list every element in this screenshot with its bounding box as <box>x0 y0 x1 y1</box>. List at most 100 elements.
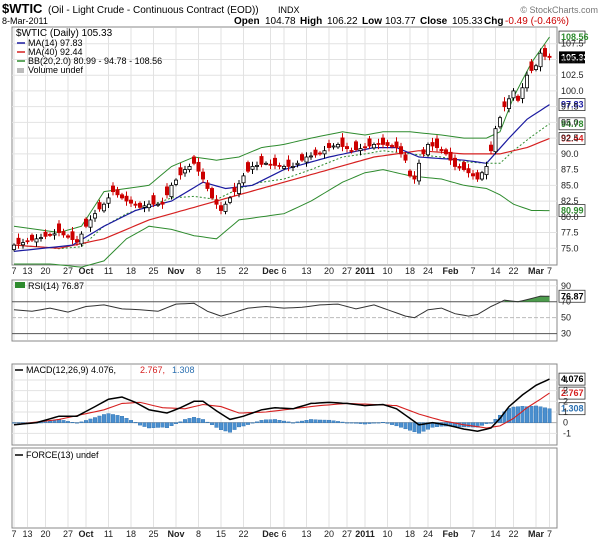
rsi-tick-label: 50 <box>561 313 571 323</box>
candle-body <box>367 138 372 147</box>
x-tick-label: 6 <box>281 529 286 539</box>
candle-body <box>430 142 435 147</box>
macd-histogram-bar <box>273 419 278 423</box>
macd-histogram-bar <box>128 420 133 423</box>
candle-body <box>164 186 169 196</box>
candle-body <box>277 165 282 167</box>
macd-histogram-bar <box>358 422 363 424</box>
symbol-name: (Oil - Light Crude - Continuous Contract… <box>48 5 259 16</box>
high-value: 106.22 <box>327 16 358 27</box>
macd-histogram-bar <box>399 422 404 428</box>
price-tag-label: 97.83 <box>561 100 584 110</box>
macd-histogram-bar <box>313 419 318 423</box>
price-tag-label-box <box>559 51 585 64</box>
candle-body <box>75 239 80 243</box>
candle-body <box>344 146 349 150</box>
macd-histogram-bar <box>155 422 160 428</box>
macd-histogram-bar <box>318 419 323 423</box>
macd-histogram-bar <box>88 418 93 423</box>
x-tick-label: Dec <box>262 529 279 539</box>
candle-body <box>362 146 367 149</box>
macd-histogram-bar <box>484 422 489 424</box>
macd-histogram-bar <box>394 422 399 427</box>
x-tick-label: Feb <box>442 529 459 539</box>
x-tick-label: 13 <box>22 266 32 276</box>
macd-tag-label: 2.767 <box>561 388 584 398</box>
x-tick-label: 13 <box>301 266 311 276</box>
macd-histogram-bar <box>471 422 476 428</box>
macd-line <box>13 378 550 432</box>
candle-body <box>137 202 142 208</box>
candle-body <box>97 202 102 210</box>
macd-histogram-bar <box>277 420 282 423</box>
macd-histogram-bar <box>137 422 142 426</box>
candle-body <box>84 218 89 227</box>
legend-hist: 1.308 <box>172 365 195 375</box>
x-tick-label: 6 <box>281 266 286 276</box>
price-tag-label-box <box>558 204 586 217</box>
chg-label: Chg <box>484 16 503 27</box>
x-tick-label: 20 <box>40 529 50 539</box>
x-tick-label: 7 <box>470 266 475 276</box>
candle-body <box>304 156 309 163</box>
candle-body <box>516 95 521 101</box>
macd-histogram-bar <box>182 419 187 423</box>
candle-body <box>520 87 525 99</box>
macd-histogram-bar <box>268 419 273 423</box>
macd-tick-label: 1 <box>563 407 568 417</box>
candle-body <box>389 145 394 147</box>
candle-body <box>227 197 232 203</box>
candle-body <box>142 205 147 208</box>
macd-histogram-bar <box>146 422 151 429</box>
candle-body <box>443 149 448 155</box>
candle-body <box>245 162 250 172</box>
macd-histogram-bar <box>119 416 124 423</box>
macd-legend: MACD(12,26,9) 4.076, 2.767, 1.308 <box>15 365 195 375</box>
macd-histogram-bar <box>412 422 417 433</box>
candle-body <box>173 179 178 185</box>
macd-histogram-bar <box>520 406 525 423</box>
candle-body <box>34 238 39 243</box>
price-panel: 108.56 105.33 97.83 94.78 92.44 80.99 <box>11 30 589 268</box>
candle-body <box>497 117 502 128</box>
x-tick-label: 2011 <box>355 266 375 276</box>
x-tick-label: 18 <box>126 266 136 276</box>
macd-histogram-bar <box>421 422 426 432</box>
candle-body <box>371 144 376 149</box>
macd-histogram-bar <box>70 422 75 424</box>
macd-histogram-bar <box>390 422 395 425</box>
macd-histogram-bar <box>385 422 390 424</box>
x-tick-label: 7 <box>547 266 552 276</box>
candle-body <box>11 244 16 250</box>
legend-ma14: MA(14) 97.83 <box>28 38 83 48</box>
macd-histogram-bar <box>39 422 44 424</box>
macd-histogram-bar <box>354 422 359 424</box>
candle-body <box>66 235 71 238</box>
x-tick-label: 14 <box>490 529 500 539</box>
candle-body <box>200 171 205 180</box>
x-tick-label: 7 <box>547 529 552 539</box>
macd-histogram-bar <box>191 417 196 423</box>
x-tick-label: 20 <box>324 266 334 276</box>
macd-histogram-bar <box>110 414 115 423</box>
candle-body <box>340 137 345 147</box>
macd-histogram-bar <box>11 422 16 424</box>
rsi-overbought-fill <box>504 296 550 302</box>
open-label: Open <box>234 16 260 27</box>
macd-histogram-bar <box>286 421 291 423</box>
macd-histogram-bar <box>124 418 129 423</box>
price-tag-label: 94.78 <box>561 119 584 129</box>
candle-body <box>394 141 399 148</box>
macd-panel: 4.076 2.767 1.308 <box>11 372 586 434</box>
macd-tick-label: 2 <box>563 396 568 406</box>
macd-histogram-bar <box>133 422 138 424</box>
candle-body <box>106 197 111 204</box>
x-tick-label: 22 <box>238 266 248 276</box>
candle-body <box>534 65 539 70</box>
candle-body <box>380 137 385 145</box>
candle-body <box>61 231 66 236</box>
candle-body <box>43 231 48 237</box>
macd-histogram-bar <box>187 418 192 423</box>
price-tag-label: 108.56 <box>561 32 589 42</box>
x-tick-label: 22 <box>508 529 518 539</box>
